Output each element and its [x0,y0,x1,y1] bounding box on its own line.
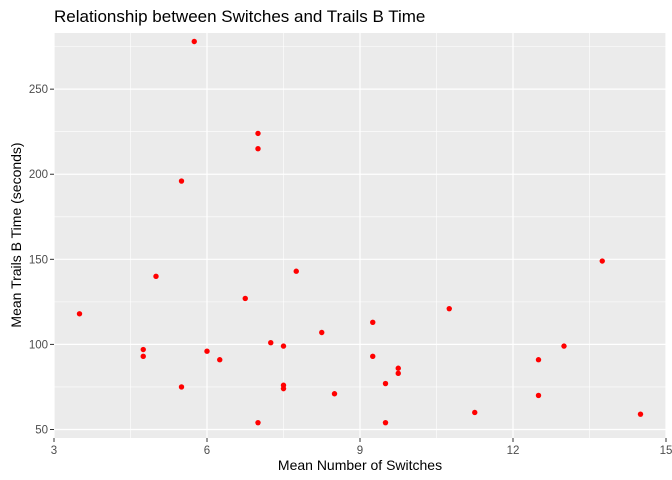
data-point [319,329,325,336]
y-axis-title: Mean Trails B Time (seconds) [8,142,24,327]
data-point [140,346,146,353]
data-point [331,391,338,397]
data-point [382,380,389,387]
data-point [599,258,605,264]
data-point [140,353,146,360]
x-tick-label: 15 [660,445,672,457]
data-point [293,268,299,274]
major-grid [53,33,667,438]
data-point [217,357,223,363]
data-point [535,392,542,399]
x-tick-label: 12 [507,445,520,457]
y-tick-label: 200 [29,169,48,181]
y-tick-label: 150 [29,254,48,266]
data-point [255,146,261,152]
data-points [76,38,644,426]
data-point [280,385,287,392]
data-point [178,384,185,390]
y-tick-label: 100 [29,339,48,351]
data-point [382,419,389,426]
data-point [76,311,83,317]
data-point [242,295,248,302]
x-tick-label: 9 [357,445,363,457]
data-point [255,419,261,426]
x-axis-title: Mean Number of Switches [278,457,442,473]
y-tick-label: 250 [29,84,48,96]
data-point [191,38,197,45]
x-axis-ticks: 3 6 9 12 15 [51,438,672,457]
data-point [268,340,274,346]
x-tick-label: 6 [204,445,210,457]
x-tick-label: 3 [51,445,57,457]
data-point [178,178,185,184]
data-point [255,130,261,137]
data-point [370,319,376,325]
data-point [280,343,287,349]
data-point [472,409,478,416]
data-point [395,370,401,377]
y-tick-label: 50 [35,424,48,436]
data-point [395,365,401,371]
y-axis-ticks: 50 100 150 200 250 [29,84,54,436]
data-point [637,411,644,417]
data-point [370,353,376,360]
data-point [446,305,452,312]
chart-title: Relationship between Switches and Trails… [54,7,425,26]
data-point [204,348,210,354]
data-point [561,343,567,349]
data-point [535,357,542,363]
data-point [153,273,159,280]
